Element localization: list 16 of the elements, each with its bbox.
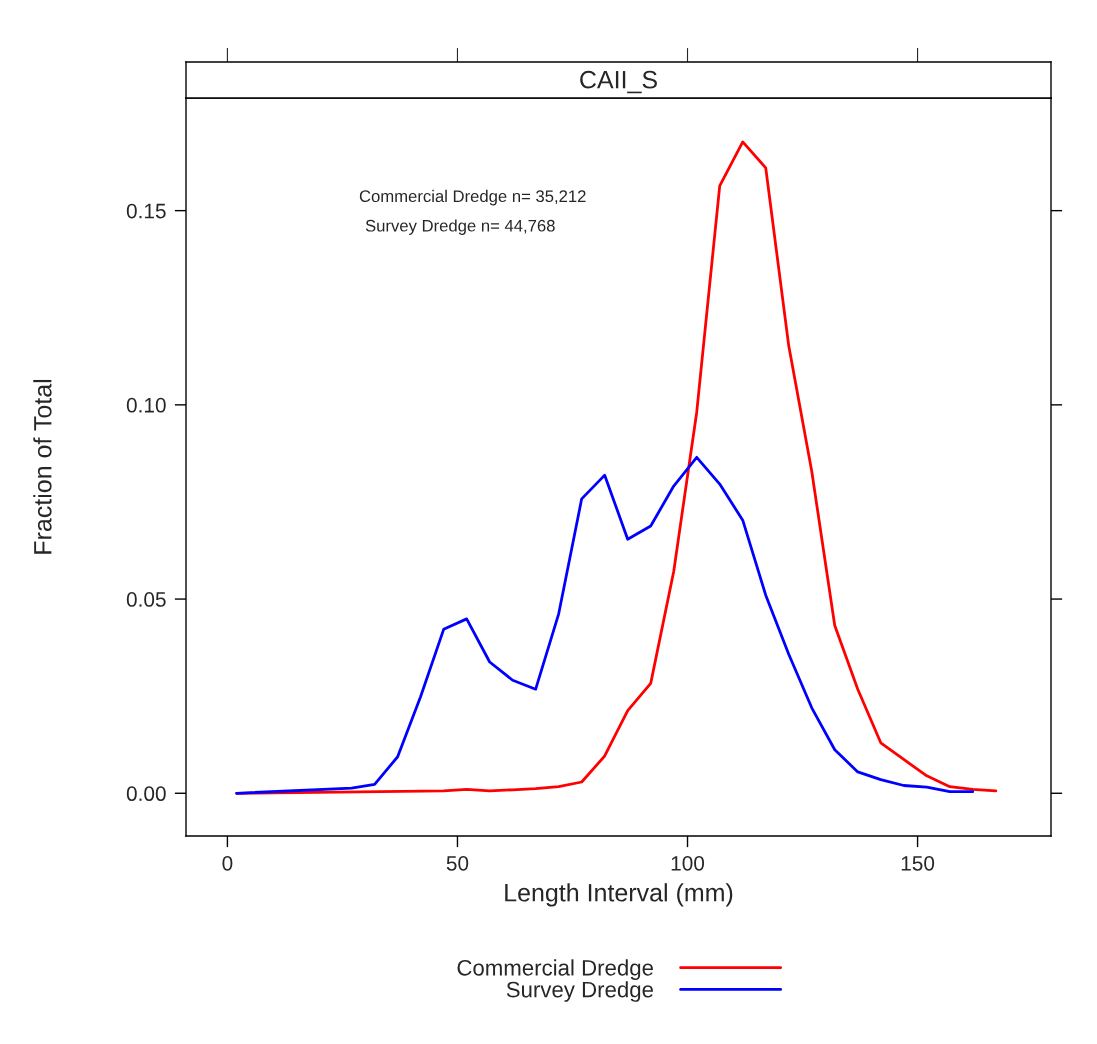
x-tick-label: 0 [222,855,233,871]
annotation: Commercial Dredge n= 35,212 [359,189,586,206]
chart-title: CAII_S [580,70,657,94]
y-axis-title: Fraction of Total [33,379,52,554]
line-series [235,455,975,795]
x-axis-title: Length Interval (mm) [505,883,733,907]
y-tick-label: 0.00 [126,786,166,802]
y-tick-label: 0.10 [126,397,166,413]
legend-label: Survey Dredge [506,981,653,1002]
x-tick-label: 150 [901,855,935,871]
annotation: Survey Dredge n= 44,768 [365,219,555,235]
y-tick-label: 0.15 [126,203,166,219]
y-tick-label: 0.05 [126,592,166,607]
legend-label: Commercial Dredge [457,959,653,981]
x-tick-label: 50 [446,855,469,871]
x-tick-label: 100 [671,855,705,871]
